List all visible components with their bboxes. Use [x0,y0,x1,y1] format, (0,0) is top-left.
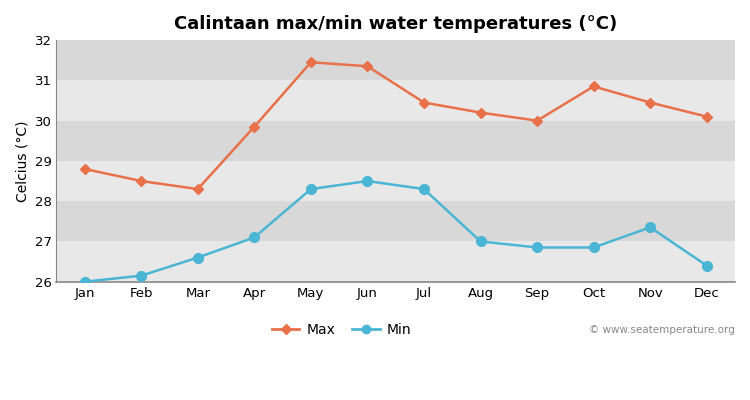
Min [419,187,428,192]
Title: Calintaan max/min water temperatures (°C): Calintaan max/min water temperatures (°C… [174,15,617,33]
Max [590,84,598,89]
Bar [56,201,735,242]
Max [702,114,711,119]
Bar [56,40,735,80]
Max [80,166,89,171]
Min [194,255,202,260]
Max [194,187,202,192]
Min [476,239,485,244]
Max [136,179,146,184]
Min [250,235,259,240]
Bar [56,121,735,161]
Max [363,64,372,69]
Max [250,124,259,129]
Line: Max: Max [81,59,710,192]
Text: © www.seatemperature.org: © www.seatemperature.org [590,325,735,335]
Min [363,179,372,184]
Bar [56,80,735,121]
Max [532,118,542,123]
Y-axis label: Celcius (°C): Celcius (°C) [15,120,29,202]
Min [646,225,655,230]
Max [419,100,428,105]
Max [646,100,655,105]
Max [476,110,485,115]
Min [136,273,146,278]
Min [702,263,711,268]
Min [532,245,542,250]
Min [307,187,316,192]
Legend: Max, Min: Max, Min [266,317,417,342]
Max [307,60,316,65]
Min [590,245,598,250]
Line: Min: Min [80,176,712,286]
Min [80,279,89,284]
Bar [56,161,735,201]
Bar [56,242,735,282]
